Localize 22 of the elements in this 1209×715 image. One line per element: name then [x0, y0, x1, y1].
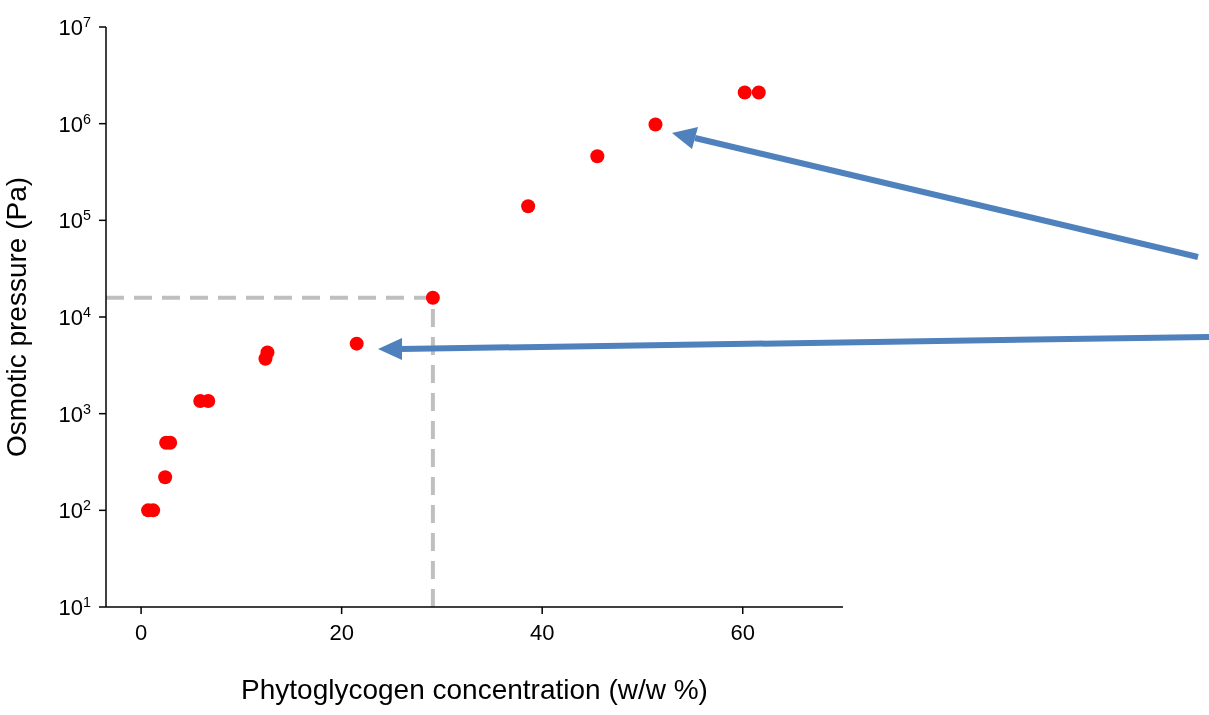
point — [737, 85, 752, 100]
x-tick-label: 60 — [730, 620, 755, 645]
point — [751, 85, 766, 100]
y-tick-label: 10$^{2}$ — [58, 497, 92, 524]
y-tick-label: 10$^{3}$ — [58, 400, 92, 427]
y-tick-label: 10$^{6}$ — [58, 110, 92, 137]
x-tick-label: 40 — [529, 620, 555, 645]
x-tick-label: 20 — [329, 620, 354, 645]
x-tick-label: 0 — [134, 620, 148, 645]
x-axis-title: Phytoglycogen concentration (w/w %) — [241, 674, 708, 705]
point — [648, 117, 663, 132]
y-tick-label: 10$^{7}$ — [58, 14, 92, 40]
point — [260, 345, 275, 360]
point — [521, 199, 536, 214]
y-axis-title: Osmotic pressure (Pa) — [0, 176, 32, 458]
point — [349, 336, 364, 351]
y-tick-label: 10$^{4}$ — [58, 304, 92, 330]
point — [158, 470, 173, 485]
y-tick-label: 10$^{5}$ — [58, 207, 92, 234]
y-tick-label: 10$^{1}$ — [58, 594, 92, 620]
point — [590, 149, 605, 164]
point — [425, 290, 440, 305]
